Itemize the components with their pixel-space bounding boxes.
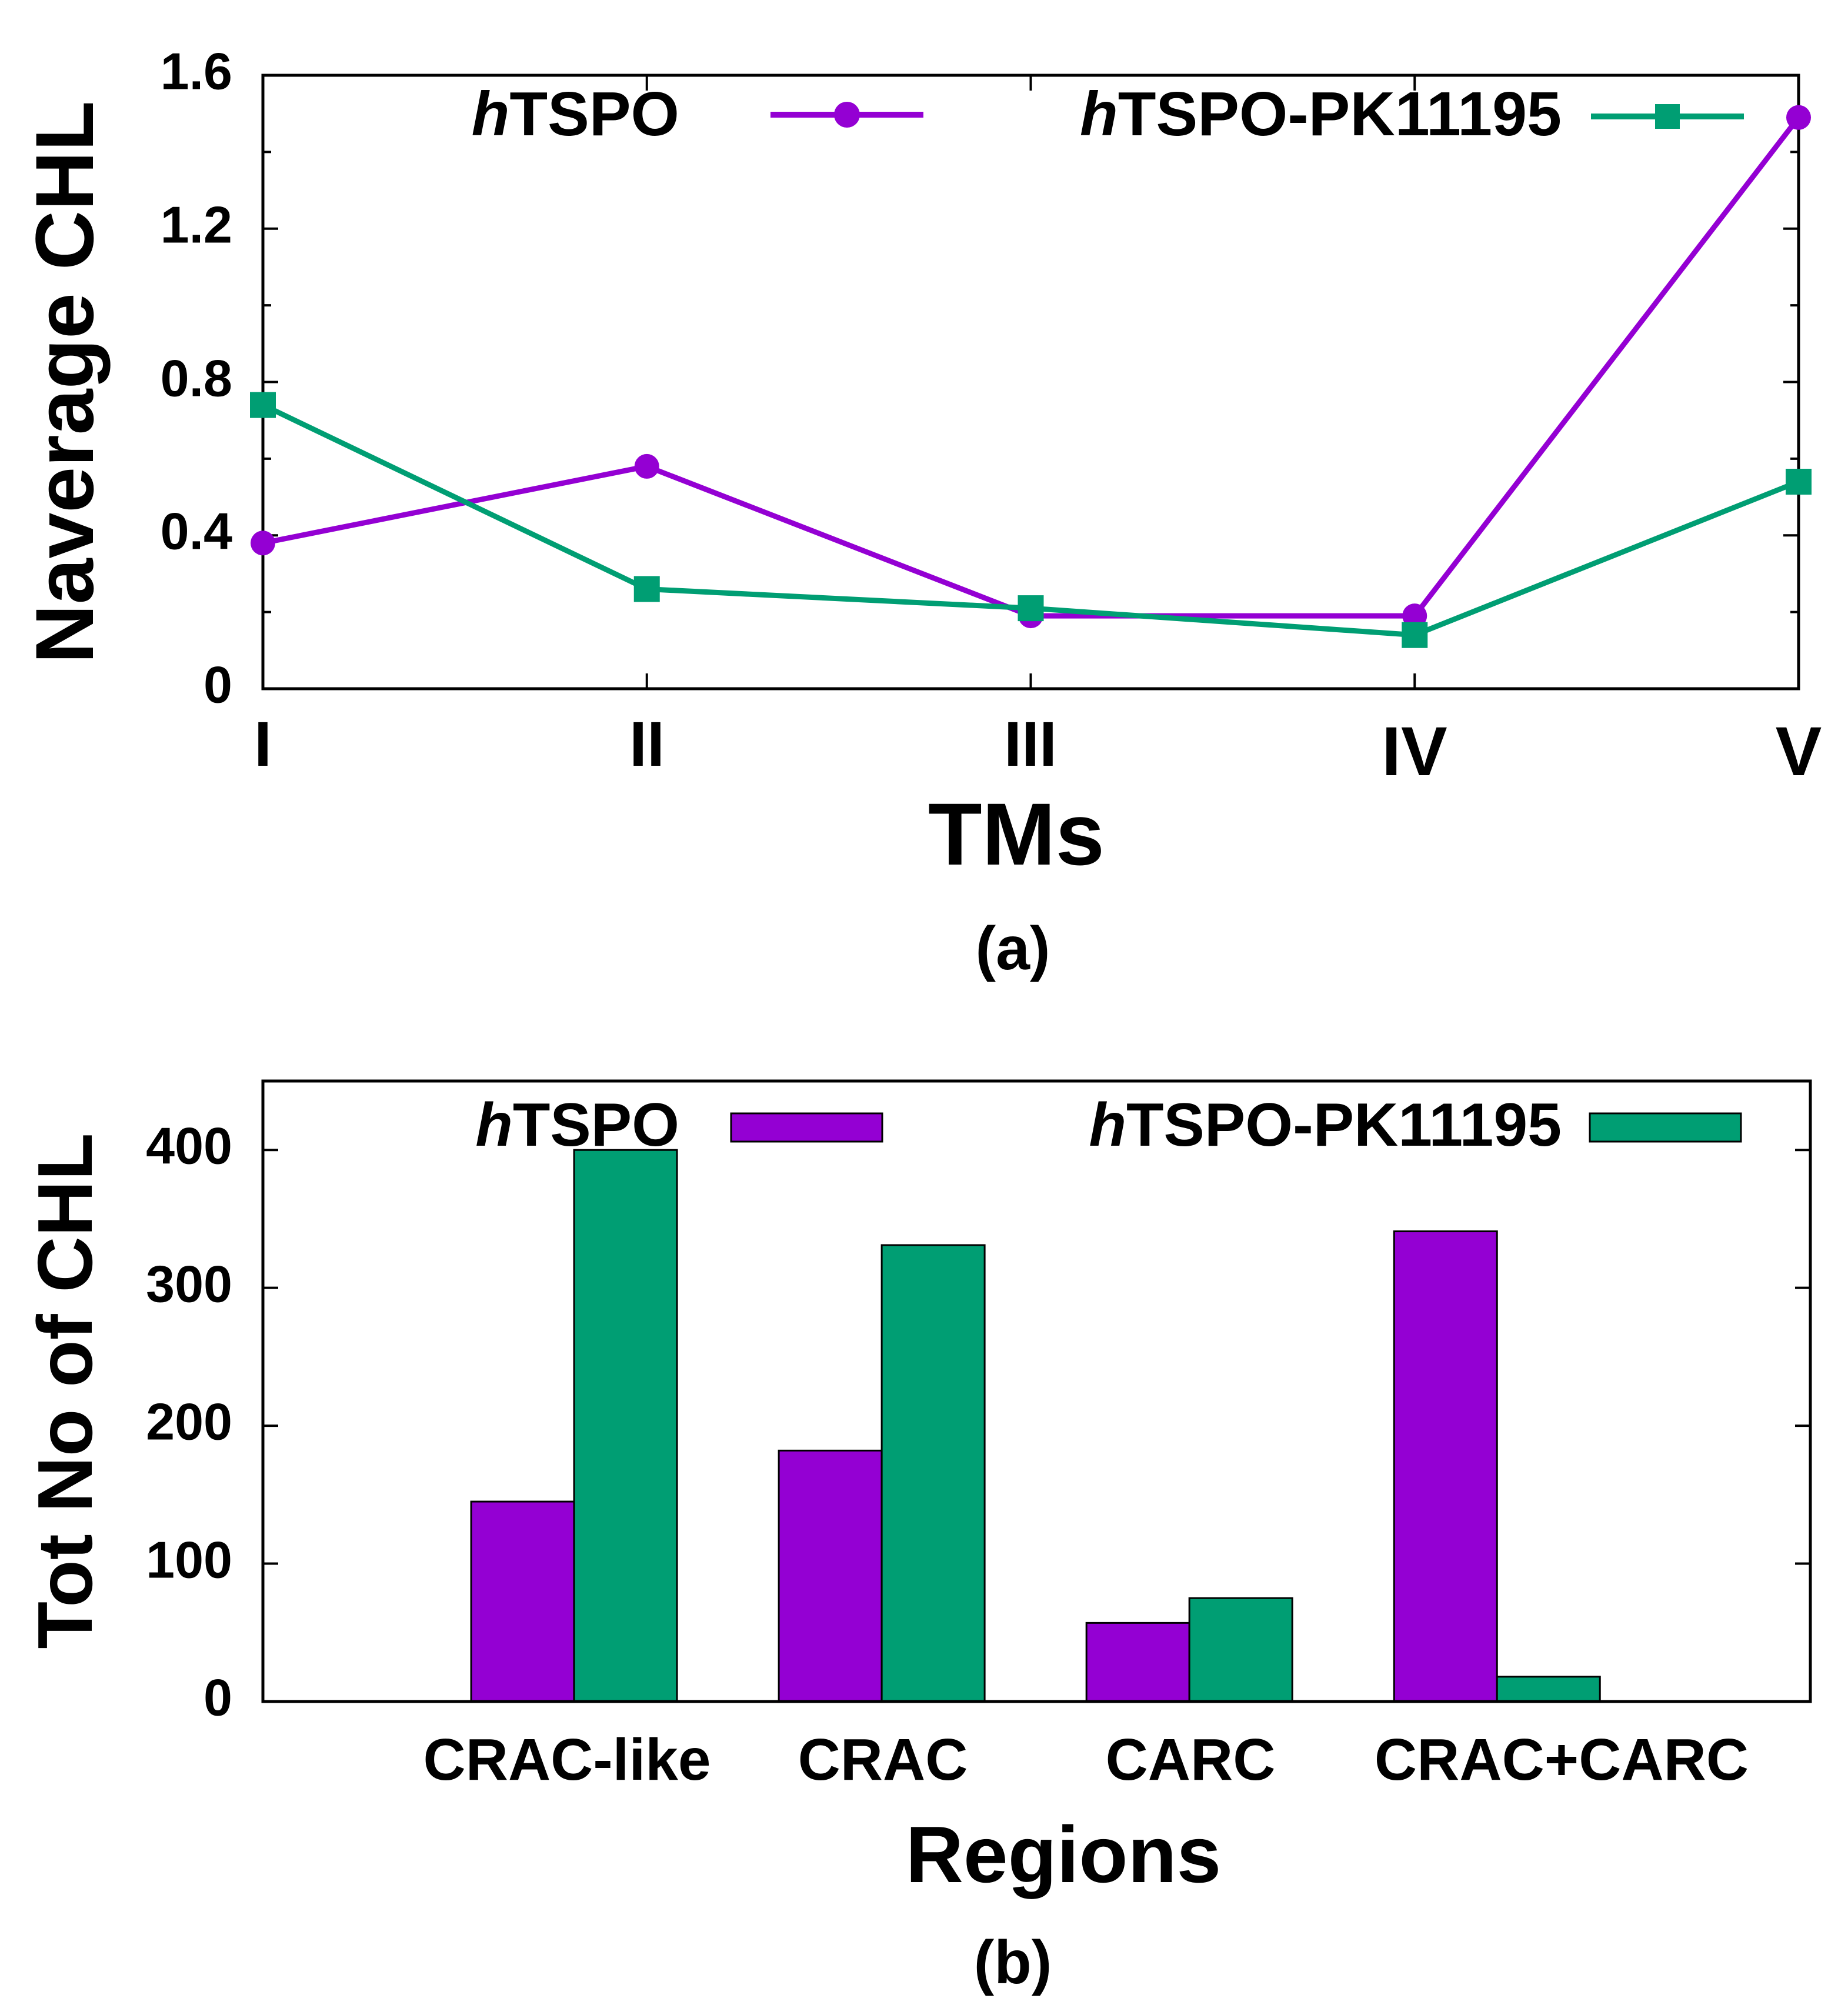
panel-a-x-axis-title: TMs: [928, 785, 1105, 883]
panel-b-bar-chart: 0 100 200 300 400 CRAC-like CRAC CARC CR…: [22, 1079, 1812, 1997]
panel-b-y-tick-label: 400: [146, 1116, 232, 1175]
data-point-htspo-pk11195: [633, 576, 660, 602]
legend-italic-prefix: h: [475, 1091, 513, 1159]
panel-a-legend-marker-htspo: [834, 102, 860, 128]
panel-a-y-axis-title: Naverage CHL: [18, 101, 111, 663]
panel-a-y-tick-label: 1.2: [161, 195, 232, 253]
panel-a-series-markers: [250, 105, 1812, 648]
panel-b-x-axis-title: Regions: [906, 1810, 1222, 1899]
panel-b-caption-label: (b): [974, 1929, 1052, 1997]
panel-b-x-tick-label: CARC: [1106, 1727, 1276, 1793]
panel-a-x-tick-label: II: [629, 708, 665, 779]
bar-htspo: [778, 1449, 883, 1703]
legend-italic-prefix: h: [472, 79, 510, 149]
panel-a-x-tick-label: IV: [1382, 713, 1447, 790]
panel-b-y-tick-label: 100: [146, 1530, 232, 1589]
legend-name: TSPO-PK11195: [1126, 1091, 1562, 1159]
data-point-htspo-pk11195: [1786, 468, 1812, 495]
series-line-htspo: [262, 115, 1801, 619]
panel-a-x-tick-label: I: [254, 708, 272, 779]
bar-htspo-pk11195: [1188, 1597, 1293, 1703]
panel-b-x-tick-label: CRAC: [798, 1727, 968, 1793]
panel-a-legend-label-htspo: hTSPO: [472, 79, 679, 149]
panel-b-legend-label-htspo-pk11195: hTSPO-PK11195: [1089, 1091, 1562, 1159]
panel-a-legend-marker-htspo-pk11195: [1655, 104, 1680, 129]
bar-htspo-pk11195: [573, 1149, 678, 1703]
bar-htspo: [470, 1500, 575, 1703]
data-point-htspo: [251, 531, 275, 556]
panel-b-legend-swatch-htspo: [730, 1112, 883, 1143]
panel-b-legend-label-htspo: hTSPO: [475, 1091, 679, 1159]
panel-b-y-tick-label: 0: [204, 1668, 232, 1726]
data-point-htspo: [634, 453, 659, 479]
panel-b-bars: [470, 1149, 1601, 1703]
legend-italic-prefix: h: [1080, 79, 1118, 149]
panel-b-y-tick-label: 200: [146, 1392, 232, 1450]
panel-b-x-tick-label: CRAC+CARC: [1375, 1727, 1749, 1793]
data-point-htspo: [1786, 105, 1811, 130]
legend-name: TSPO: [513, 1091, 679, 1159]
panel-b-plot-frame: [261, 1079, 1812, 1703]
panel-a-y-tick-label: 1.6: [161, 42, 232, 100]
bar-htspo: [1085, 1622, 1190, 1703]
panel-b-x-tick-label: CRAC-like: [423, 1727, 711, 1793]
panel-a-y-tick-label: 0.4: [161, 502, 232, 560]
data-point-htspo-pk11195: [1018, 595, 1044, 622]
panel-a-series-lines: [262, 115, 1801, 638]
data-point-htspo-pk11195: [1402, 622, 1428, 648]
bar-htspo: [1393, 1230, 1498, 1703]
bar-htspo-pk11195: [880, 1244, 986, 1703]
panel-a-ticks: [262, 74, 1800, 690]
panel-a-y-tick-label: 0: [204, 655, 232, 713]
legend-italic-prefix: h: [1089, 1091, 1126, 1159]
panel-b-y-tick-label: 300: [146, 1255, 232, 1313]
legend-name: TSPO-PK11195: [1118, 79, 1562, 149]
panel-a-caption-label: (a): [975, 915, 1050, 983]
panel-b-y-axis-title: Tot No of CHL: [22, 1133, 108, 1649]
legend-name: TSPO: [509, 79, 679, 149]
data-point-htspo: [1402, 603, 1427, 629]
bar-htspo-pk11195: [1496, 1676, 1601, 1703]
data-point-htspo-pk11195: [250, 392, 276, 418]
panel-a-y-tick-label: 0.8: [161, 349, 232, 407]
panel-a-line-chart: 0 0.4 0.8 1.2 1.6 I II III IV V TMs Nave…: [18, 42, 1822, 983]
panel-a-legend-label-htspo-pk11195: hTSPO-PK11195: [1080, 79, 1562, 149]
panel-a-x-tick-label: III: [1004, 708, 1057, 779]
panel-b-legend-swatch-htspo-pk11195: [1589, 1112, 1742, 1143]
panel-a-x-tick-label: V: [1776, 713, 1822, 790]
